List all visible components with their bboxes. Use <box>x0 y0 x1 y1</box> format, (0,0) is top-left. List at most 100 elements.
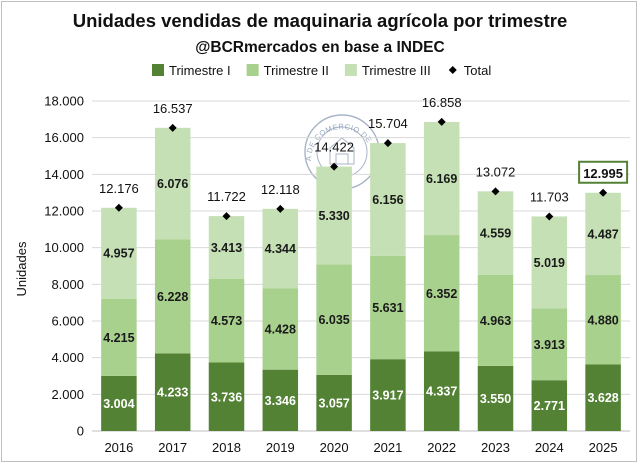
bar-segment <box>262 288 299 370</box>
bar-segment <box>154 127 191 240</box>
bar-segment <box>477 365 514 431</box>
y-tick-label: 12.000 <box>44 204 84 219</box>
x-tick-label: 2017 <box>158 440 187 455</box>
segment-value-label: 6.156 <box>372 193 403 207</box>
bar-segment <box>101 298 137 376</box>
total-marker <box>383 139 392 148</box>
segment-value-label: 5.631 <box>372 301 403 315</box>
segment-value-label: 3.913 <box>534 338 565 352</box>
segment-value-label: 3.736 <box>211 390 242 404</box>
legend-label: Trimestre II <box>264 63 329 78</box>
bar-segment <box>101 207 137 299</box>
x-tick-label: 2022 <box>427 440 456 455</box>
segment-value-label: 6.169 <box>426 172 457 186</box>
bar-segment <box>101 375 137 431</box>
bar-segment <box>423 235 460 352</box>
segment-labels: 3.004 4.215 4.957 4.233 6.228 6.076 3.736 4.573… <box>103 172 619 413</box>
total-value-label: 11.703 <box>530 189 569 204</box>
total-markers: 12.176 16.537 11.722 12.118 14.422 15.704 16.8… <box>99 95 629 221</box>
segment-value-label: 5.019 <box>534 256 565 270</box>
bar-segment <box>585 364 621 431</box>
segment-value-label: 4.963 <box>480 314 511 328</box>
y-tick-label: 18.000 <box>44 94 84 109</box>
x-axis: 2016 2017 2018 2019 2020 2021 2022 2023 2024 2025 <box>104 440 617 455</box>
y-axis: 0 2.000 4.000 6.000 8.000 10.000 12.000 14.000 1… <box>44 94 84 439</box>
bar-segment <box>370 143 406 256</box>
total-marker <box>491 187 500 196</box>
total-marker <box>330 162 339 171</box>
segment-value-label: 4.957 <box>103 247 134 261</box>
x-tick-label: 2025 <box>589 440 618 455</box>
bar-segment <box>154 239 191 354</box>
segment-value-label: 4.233 <box>157 386 188 400</box>
total-value-label: 14.422 <box>314 140 354 155</box>
x-tick-label: 2021 <box>373 440 402 455</box>
legend-swatch <box>344 64 357 76</box>
bar-segment <box>154 353 191 431</box>
total-value-label: 15.704 <box>368 116 408 131</box>
y-tick-label: 8.000 <box>51 277 84 292</box>
segment-value-label: 6.352 <box>426 287 457 301</box>
bar-segment <box>262 208 299 289</box>
total-value-label: 12.118 <box>261 182 300 197</box>
segment-value-label: 3.550 <box>480 392 511 406</box>
segment-value-label: 6.076 <box>157 177 188 191</box>
x-tick-label: 2016 <box>104 440 133 455</box>
x-tick-label: 2023 <box>481 440 510 455</box>
segment-value-label: 5.330 <box>318 209 349 223</box>
y-tick-label: 16.000 <box>44 130 84 145</box>
chart-title: Unidades vendidas de maquinaria agrícola… <box>73 10 568 31</box>
legend-label: Trimestre III <box>362 63 431 78</box>
y-tick-label: 10.000 <box>44 240 84 255</box>
total-value-label: 16.537 <box>153 101 193 116</box>
segment-value-label: 4.573 <box>211 314 242 328</box>
segment-value-label: 4.344 <box>265 242 296 256</box>
x-tick-label: 2020 <box>320 440 349 455</box>
segment-value-label: 4.559 <box>480 227 511 241</box>
total-marker <box>114 203 123 212</box>
bar-segment <box>423 121 460 236</box>
segment-value-label: 3.057 <box>318 396 349 410</box>
bar-segment <box>477 191 514 275</box>
bar-segment <box>423 351 460 431</box>
total-value-label: 13.072 <box>476 164 516 179</box>
segment-value-label: 3.628 <box>587 391 618 405</box>
x-tick-label: 2018 <box>212 440 241 455</box>
segment-value-label: 2.771 <box>534 399 565 413</box>
y-axis-label: Unidades <box>14 241 29 296</box>
bar-segment <box>370 359 406 431</box>
segment-value-label: 4.428 <box>265 323 296 337</box>
bars <box>101 121 621 431</box>
total-marker <box>599 188 608 197</box>
segment-value-label: 3.004 <box>103 397 134 411</box>
segment-value-label: 4.337 <box>426 385 457 399</box>
bar-segment <box>370 255 406 360</box>
bar-segment <box>585 192 621 276</box>
total-highlight-box <box>578 160 629 184</box>
bar-segment <box>316 166 352 265</box>
total-marker <box>222 212 231 221</box>
segment-value-label: 4.215 <box>103 331 134 345</box>
y-tick-label: 2.000 <box>51 387 84 402</box>
total-marker <box>437 117 446 126</box>
bar-segment <box>531 308 568 381</box>
bar-segment <box>531 216 568 309</box>
total-marker <box>545 212 554 221</box>
segment-value-label: 6.228 <box>157 290 188 304</box>
bar-segment <box>208 216 245 279</box>
total-value-label: 16.858 <box>422 95 462 110</box>
segment-value-label: 3.413 <box>211 241 242 255</box>
segment-value-label: 4.880 <box>587 313 618 327</box>
y-tick-label: 0 <box>77 424 84 439</box>
bar-segment <box>208 278 245 363</box>
segment-value-label: 3.346 <box>265 394 296 408</box>
segment-value-label: 6.035 <box>318 313 349 327</box>
bar-segment <box>208 362 245 431</box>
watermark-emblem <box>329 137 355 165</box>
legend-swatch <box>246 64 259 76</box>
legend-marker <box>448 66 457 74</box>
y-tick-label: 14.000 <box>44 167 84 182</box>
chart-subtitle: @BCRmercados en base a INDEC <box>195 39 444 56</box>
